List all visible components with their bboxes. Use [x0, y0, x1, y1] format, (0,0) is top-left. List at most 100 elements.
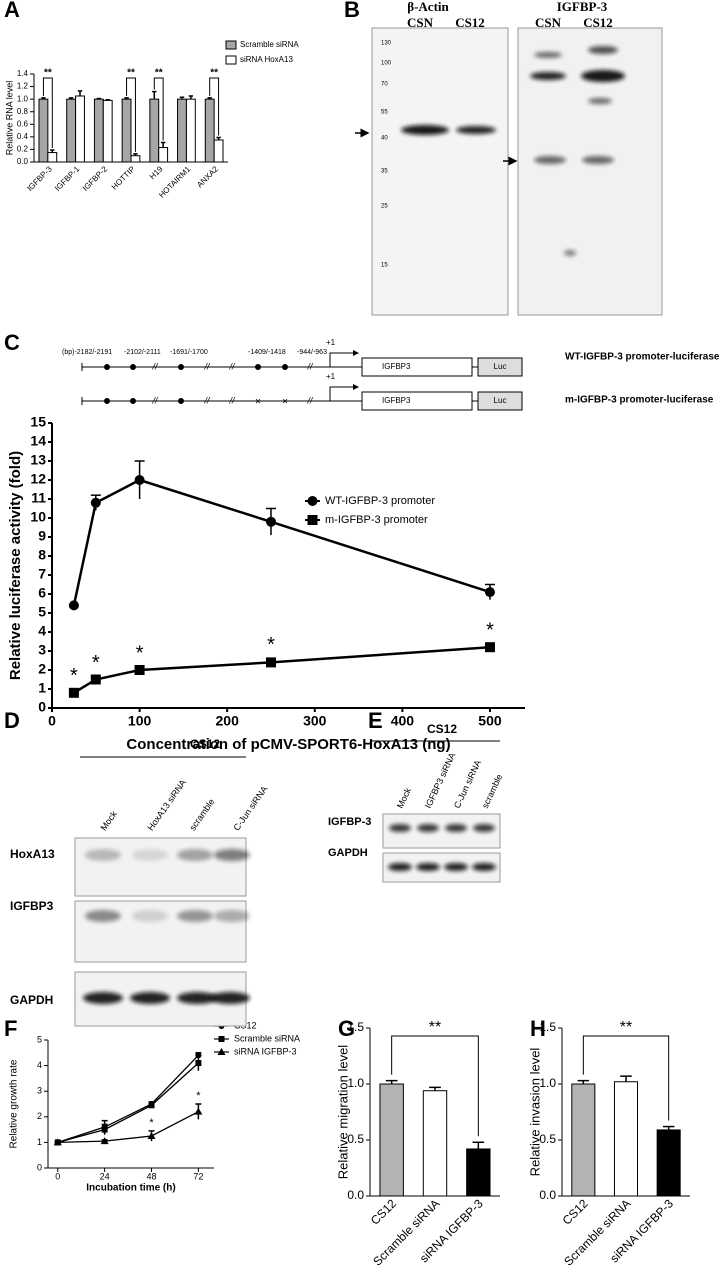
y-tick-label: 0.8	[17, 107, 29, 116]
significance-label: *	[149, 1117, 154, 1129]
blot-band	[444, 863, 468, 871]
y-tick-label: 0	[38, 699, 46, 715]
site-label: (bp)-2182/-2191	[62, 349, 112, 356]
bar	[38, 98, 49, 163]
y-tick-label: 3	[38, 642, 46, 658]
significance-label: *	[486, 620, 494, 642]
legend-marker	[218, 1036, 225, 1042]
y-tick-label: 1.2	[17, 82, 29, 91]
x-tick-label: 400	[391, 713, 415, 729]
row-label: HoxA13	[10, 847, 55, 861]
blot-band	[534, 156, 566, 164]
tss-arrow	[329, 384, 359, 401]
legend-label: Scramble siRNA	[240, 40, 299, 49]
break-mark: //	[151, 361, 159, 371]
blot-band	[177, 910, 213, 922]
y-tick-label: 0.0	[539, 1188, 556, 1202]
blot-band	[177, 849, 213, 861]
bar	[656, 1129, 681, 1197]
y-tick-label: 1.5	[347, 1020, 364, 1034]
lane-label: CSN	[407, 15, 434, 30]
y-tick-label: 0.5	[539, 1132, 556, 1146]
series-line	[57, 1062, 199, 1144]
x-tick-label: CS12	[560, 1196, 591, 1227]
y-tick-label: 5	[38, 604, 46, 620]
x-tick-label: CS12	[368, 1196, 399, 1227]
significance-label: **	[620, 1019, 632, 1036]
y-tick-label: 1.0	[347, 1076, 364, 1090]
blot-image	[74, 837, 247, 897]
lane-label: Mock	[395, 786, 413, 810]
bar	[213, 139, 224, 163]
x-tick-label: IGFBP-2	[81, 164, 110, 193]
bar	[93, 98, 104, 163]
y-tick-label: 14	[30, 433, 46, 449]
cell-label: CS12	[427, 722, 457, 736]
y-tick-label: 2	[37, 1111, 42, 1121]
y-tick-label: 4	[38, 623, 46, 639]
bar	[177, 98, 187, 163]
row-label: GAPDH	[10, 993, 53, 1007]
y-tick-label: 1	[37, 1137, 42, 1147]
y-tick-label: 15	[30, 414, 46, 430]
mutation-mark: ×	[282, 397, 288, 408]
bar	[75, 95, 85, 163]
panel-label: F	[4, 1016, 17, 1041]
significance-bracket	[42, 77, 53, 149]
marker	[53, 1138, 62, 1146]
y-tick-label: 5	[37, 1034, 42, 1044]
legend-label: Scramble siRNA	[234, 1033, 300, 1043]
site-label: -2102/-2111	[124, 349, 161, 356]
gene-label: IGFBP3	[382, 396, 411, 405]
x-tick-label: 300	[303, 713, 327, 729]
y-tick-label: 0.5	[347, 1132, 364, 1146]
marker-label: 70	[381, 82, 388, 88]
blot-band	[564, 250, 576, 256]
blot-band	[445, 824, 467, 832]
blot-band	[389, 824, 411, 832]
bar	[571, 1083, 596, 1197]
row-label: IGFBP-3	[328, 816, 371, 828]
x-tick-label: 100	[128, 713, 152, 729]
binding-site	[104, 398, 110, 404]
legend-swatch	[225, 40, 237, 50]
y-tick-label: 1.0	[539, 1076, 556, 1090]
binding-site	[255, 364, 261, 370]
x-tick-label: 200	[216, 713, 240, 729]
panel-label: A	[4, 0, 20, 22]
marker	[68, 687, 79, 698]
panel-label: E	[368, 708, 383, 733]
significance-label: *	[102, 1126, 107, 1138]
tss-arrow	[329, 350, 359, 367]
panel-label: B	[344, 0, 360, 22]
lane-label: IGFBP3 siRNA	[423, 751, 457, 810]
break-mark: //	[306, 361, 314, 371]
bar	[158, 147, 169, 163]
marker	[148, 1102, 155, 1109]
y-tick-label: 13	[30, 452, 46, 468]
significance-label: **	[44, 68, 52, 79]
x-tick-label: HOTTIP	[110, 165, 137, 192]
blot-band	[581, 70, 625, 82]
bar	[204, 98, 215, 163]
binding-site	[178, 364, 184, 370]
y-axis-label: Relative luciferase activity (fold)	[7, 451, 24, 680]
row-label: GAPDH	[328, 847, 368, 859]
blot-band	[388, 863, 412, 871]
site-label: -944/-963	[297, 349, 327, 356]
construct-label: WT-IGFBP-3 promoter-luciferase	[565, 352, 720, 363]
y-tick-label: 1.0	[17, 94, 29, 103]
construct-label: m-IGFBP-3 promoter-luciferase	[565, 395, 714, 406]
blot-title: β-Actin	[407, 0, 449, 14]
bar	[613, 1081, 639, 1197]
blot-band	[534, 52, 562, 58]
site-label: -1691/-1700	[170, 349, 208, 356]
marker-label: 130	[381, 41, 392, 47]
y-axis-label: Relative growth rate	[9, 1059, 20, 1148]
bar	[149, 98, 160, 163]
reporter-label: Luc	[494, 396, 507, 405]
x-axis-label: Incubation time (h)	[86, 1183, 175, 1194]
break-mark: //	[228, 361, 236, 371]
bar	[121, 98, 132, 163]
break-mark: //	[203, 361, 211, 371]
